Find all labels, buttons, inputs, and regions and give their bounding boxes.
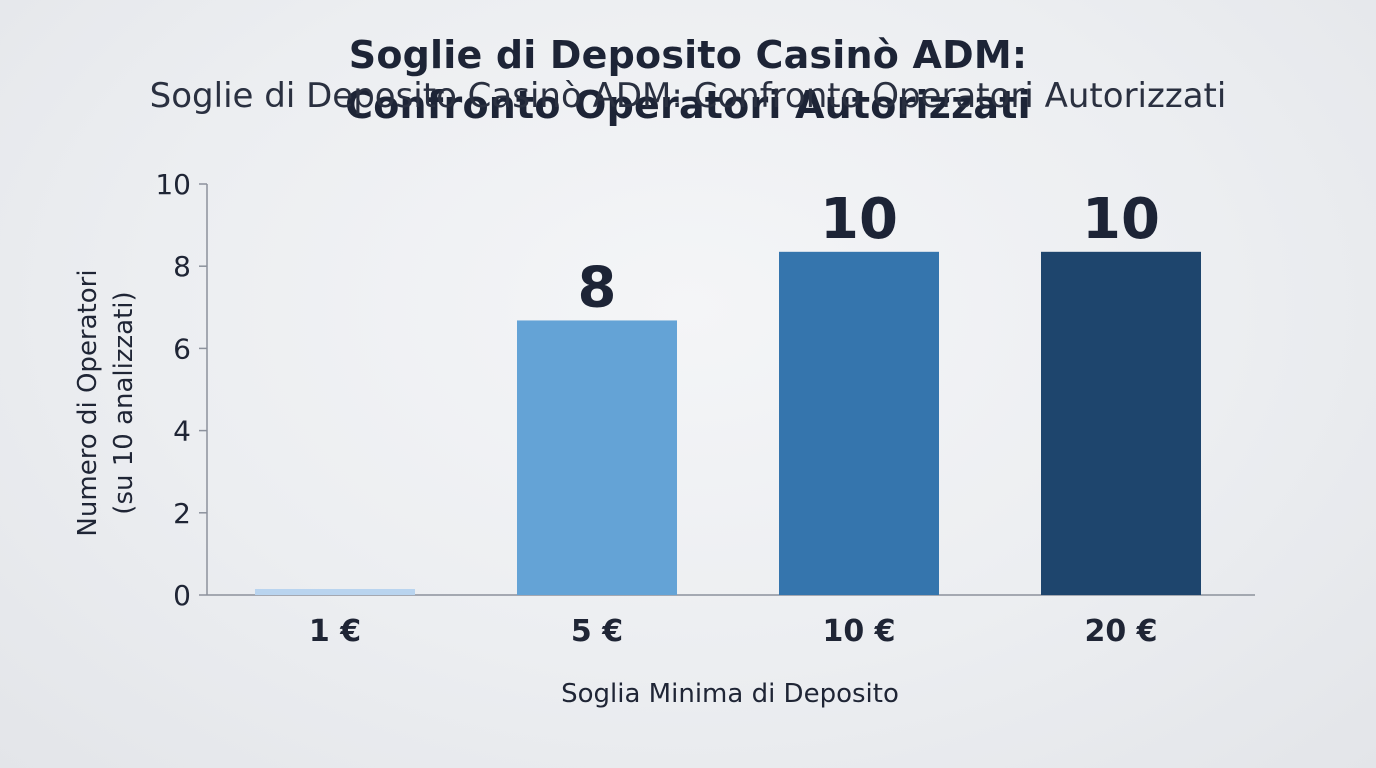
y-axis: 0 2 4 6 8 10 <box>155 168 208 612</box>
bar <box>779 251 939 595</box>
bar <box>255 589 415 595</box>
bar <box>1041 251 1201 595</box>
x-tick-label: 5 € <box>571 614 623 649</box>
y-tick-label: 8 <box>173 250 191 283</box>
y-axis-title: Numero di Operatori (su 10 analizzati) <box>73 269 139 536</box>
y-tick-label: 10 <box>155 168 191 201</box>
x-axis-title: Soglia Minima di Deposito <box>561 679 899 709</box>
x-tick-label: 10 € <box>822 614 895 649</box>
x-tick-label: 20 € <box>1084 614 1157 649</box>
bar-value-label: 10 <box>820 187 898 252</box>
chart-title-bold: Soglie di Deposito Casinò ADM: Confronto… <box>0 30 1376 130</box>
y-axis-title-line: Numero di Operatori <box>73 269 103 536</box>
bar <box>517 320 677 595</box>
bar-value-label: 10 <box>1082 187 1160 252</box>
chart-title-line-2: Confronto Operatori Autorizzati <box>345 83 1031 127</box>
y-tick-label: 2 <box>173 497 191 530</box>
y-tick-label: 4 <box>173 415 191 448</box>
chart-title-overlay: Soglie di Deposito Casinò ADM: Confronto… <box>149 76 1227 116</box>
x-axis: 1 € 5 € 10 € 20 € <box>207 594 1255 649</box>
bar-value-label: 8 <box>578 255 617 320</box>
chart-title-line-1: Soglie di Deposito Casinò ADM: <box>348 33 1028 77</box>
y-tick-label: 0 <box>173 579 191 612</box>
x-tick-label: 1 € <box>309 614 361 649</box>
bars <box>255 251 1201 595</box>
data-labels: 8 10 10 <box>578 187 1160 321</box>
y-tick-label: 6 <box>173 332 191 365</box>
y-axis-title-line: (su 10 analizzati) <box>109 291 139 514</box>
